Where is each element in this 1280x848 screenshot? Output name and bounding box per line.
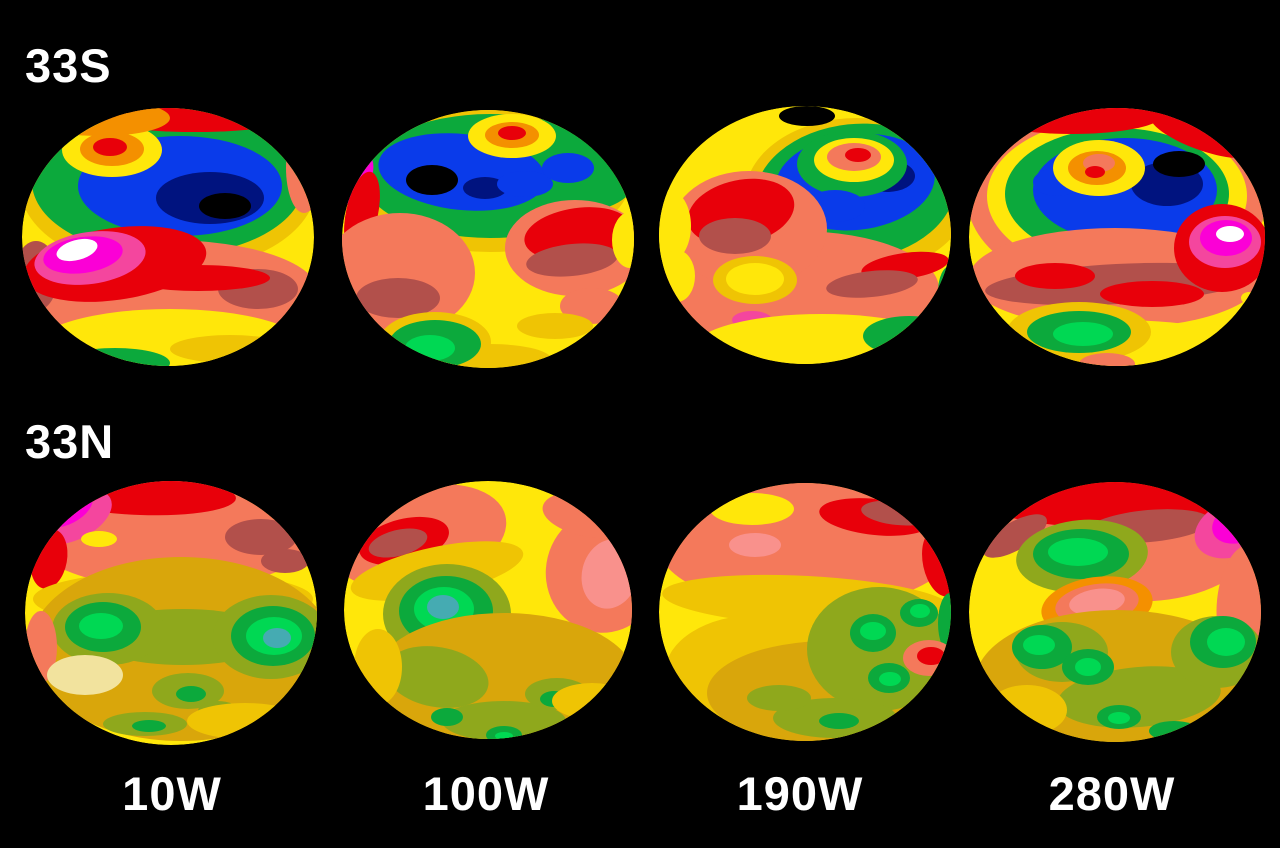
globe-33n-280w [969, 482, 1261, 742]
globe-33n-190w [659, 483, 951, 741]
globe-33s-100w [342, 110, 634, 368]
globe-33n-10w [25, 481, 317, 745]
lon-label-10w: 10W [122, 767, 222, 820]
row-label-33n: 33N [25, 415, 115, 468]
globe-33s-10w [22, 108, 314, 366]
lon-label-190w: 190W [736, 767, 864, 820]
globe-33s-190w [659, 106, 951, 364]
lon-label-100w: 100W [422, 767, 550, 820]
lon-label-280w: 280W [1048, 767, 1176, 820]
row-label-33s: 33S [25, 39, 112, 92]
globe-33s-280w [969, 108, 1265, 366]
globe-33n-100w [344, 481, 632, 739]
